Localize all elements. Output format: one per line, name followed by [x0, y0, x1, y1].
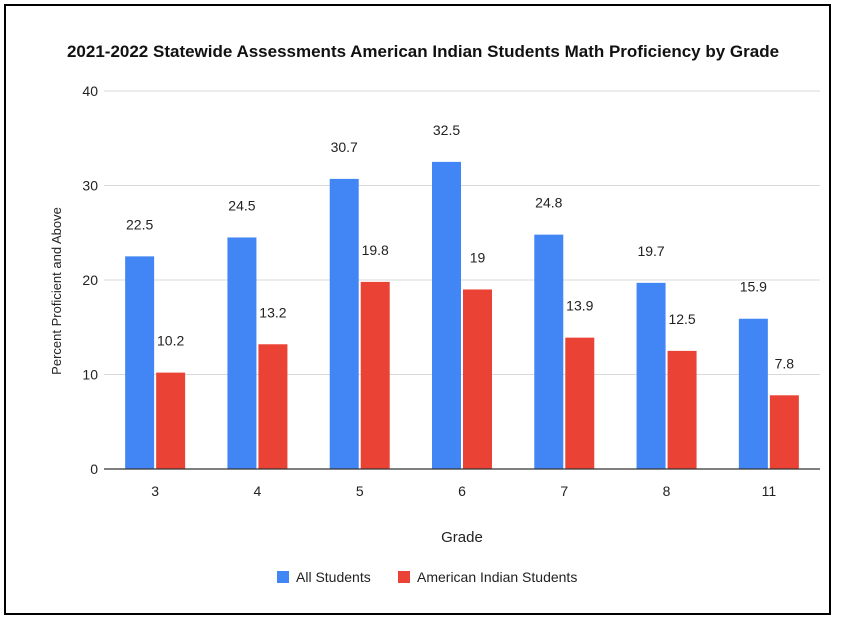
data-label: 22.5: [126, 216, 153, 232]
legend-label[interactable]: All Students: [296, 569, 371, 585]
bar-american-indian-students: [258, 344, 288, 469]
data-labels: 22.5 10.2 24.5 13.2 30.7 19.8 32.5 19 24.8 13.9 19…: [126, 122, 794, 371]
bar-american-indian-students: [667, 350, 697, 469]
bar-all-students: [636, 282, 666, 469]
bars: [125, 161, 799, 469]
y-axis-title: Percent Proficient and Above: [49, 207, 64, 375]
bar-all-students: [227, 237, 257, 469]
x-tick-label: 11: [762, 483, 777, 499]
data-label: 13.9: [566, 298, 593, 314]
bar-all-students: [738, 318, 768, 469]
data-label: 24.8: [535, 195, 562, 211]
legend-label[interactable]: American Indian Students: [417, 569, 577, 585]
bar-all-students: [329, 178, 359, 469]
data-label: 13.2: [259, 304, 286, 320]
data-label: 7.8: [775, 355, 795, 371]
data-label: 30.7: [331, 139, 358, 155]
data-label: 19.7: [637, 243, 664, 259]
gridlines: [104, 90, 820, 375]
x-tick-label: 4: [254, 483, 262, 499]
chart-title: 2021-2022 Statewide Assessments American…: [67, 42, 779, 61]
bar-american-indian-students: [156, 372, 186, 469]
bar-all-students: [125, 256, 155, 469]
legend-swatch: [398, 571, 410, 583]
legend-swatch: [277, 571, 289, 583]
bar-all-students: [432, 161, 461, 469]
x-tick-label: 3: [151, 483, 159, 499]
x-axis-title: Grade: [441, 529, 483, 546]
bar-american-indian-students: [769, 395, 799, 469]
data-label: 15.9: [740, 279, 767, 295]
x-axis: 3 4 5 6 7 8 11: [104, 468, 820, 499]
bar-american-indian-students: [360, 281, 390, 469]
y-tick-label: 30: [82, 178, 98, 194]
bar-all-students: [534, 234, 564, 469]
x-tick-label: 7: [560, 483, 568, 499]
data-label: 19: [470, 249, 486, 265]
y-tick-label: 0: [90, 461, 98, 477]
x-tick-label: 5: [356, 483, 364, 499]
x-tick-label: 6: [458, 483, 466, 499]
bar-american-indian-students: [565, 337, 595, 469]
y-axis: 0 10 20 30 40: [82, 83, 98, 477]
y-tick-label: 40: [82, 83, 98, 99]
bar-american-indian-students: [463, 289, 492, 469]
x-tick-label: 8: [663, 483, 671, 499]
data-label: 10.2: [157, 333, 184, 349]
data-label: 12.5: [668, 311, 695, 327]
y-tick-label: 20: [82, 272, 98, 288]
data-label: 24.5: [228, 197, 255, 213]
data-label: 32.5: [433, 122, 460, 138]
data-label: 19.8: [362, 242, 389, 258]
legend[interactable]: All Students American Indian Students: [277, 569, 577, 585]
y-tick-label: 10: [82, 367, 98, 383]
